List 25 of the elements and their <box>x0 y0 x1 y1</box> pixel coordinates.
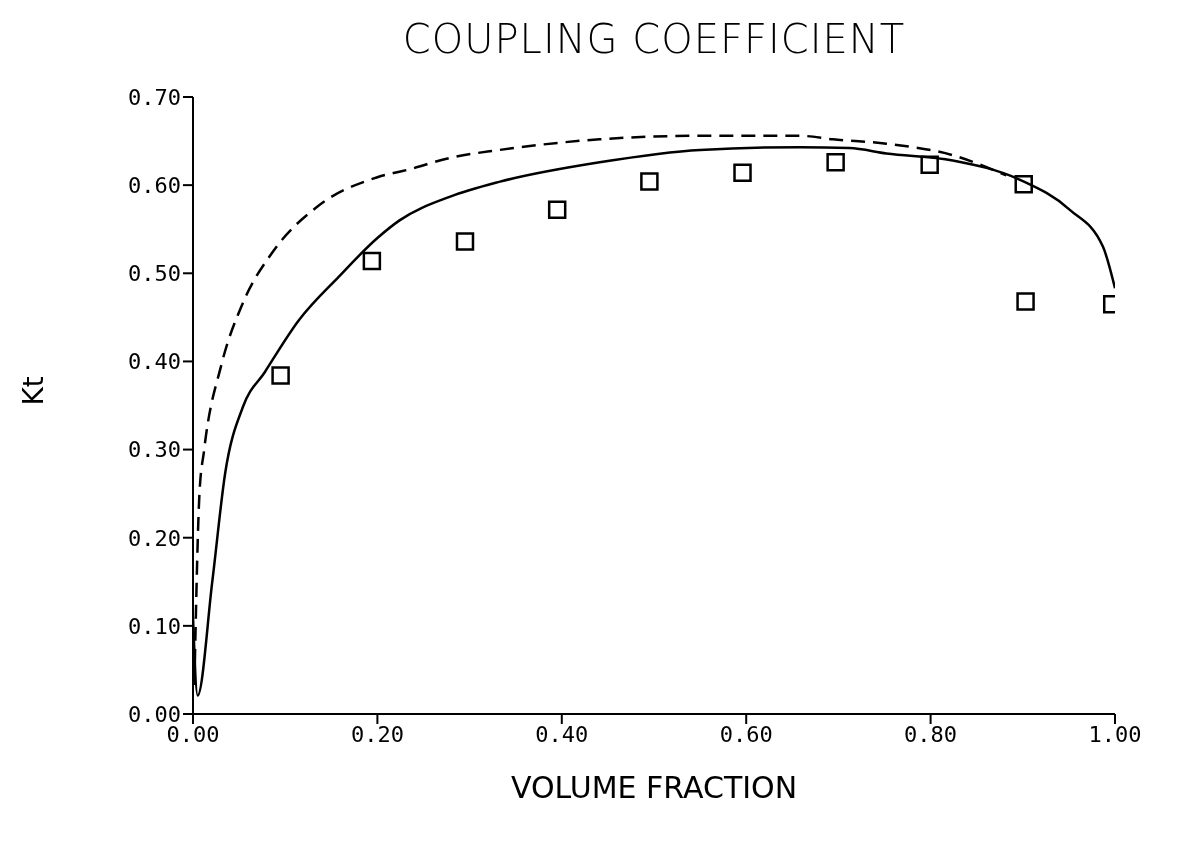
point <box>733 163 752 183</box>
point <box>547 200 567 220</box>
x-tick-label: 0.20 <box>350 721 404 747</box>
y-tick-label: 0.30 <box>128 437 181 463</box>
point <box>362 251 382 271</box>
point <box>455 232 475 251</box>
x-tick-label: 0.60 <box>719 721 773 747</box>
point <box>920 155 939 175</box>
point <box>1016 292 1035 311</box>
point <box>826 152 845 172</box>
point <box>1014 175 1033 194</box>
point <box>640 172 659 191</box>
x-tick-label: 0.40 <box>535 721 589 747</box>
y-tick-label: 0.50 <box>128 261 181 287</box>
y-tick-label: 0.60 <box>128 172 181 198</box>
x-tick-label: 1.00 <box>1088 721 1142 747</box>
x-tick-label: 0.80 <box>904 721 958 747</box>
y-tick-label: 0.10 <box>128 613 181 639</box>
y-axis-title: Kt <box>16 376 50 406</box>
y-tick-label: 0.70 <box>128 84 181 110</box>
y-tick-label: 0.40 <box>128 349 181 375</box>
y-tick-label: 0.20 <box>128 525 181 551</box>
x-axis-title: VOLUME FRACTION <box>510 770 798 805</box>
chart-title: COUPLING COEFFICIENT <box>401 16 907 62</box>
point <box>271 366 290 385</box>
